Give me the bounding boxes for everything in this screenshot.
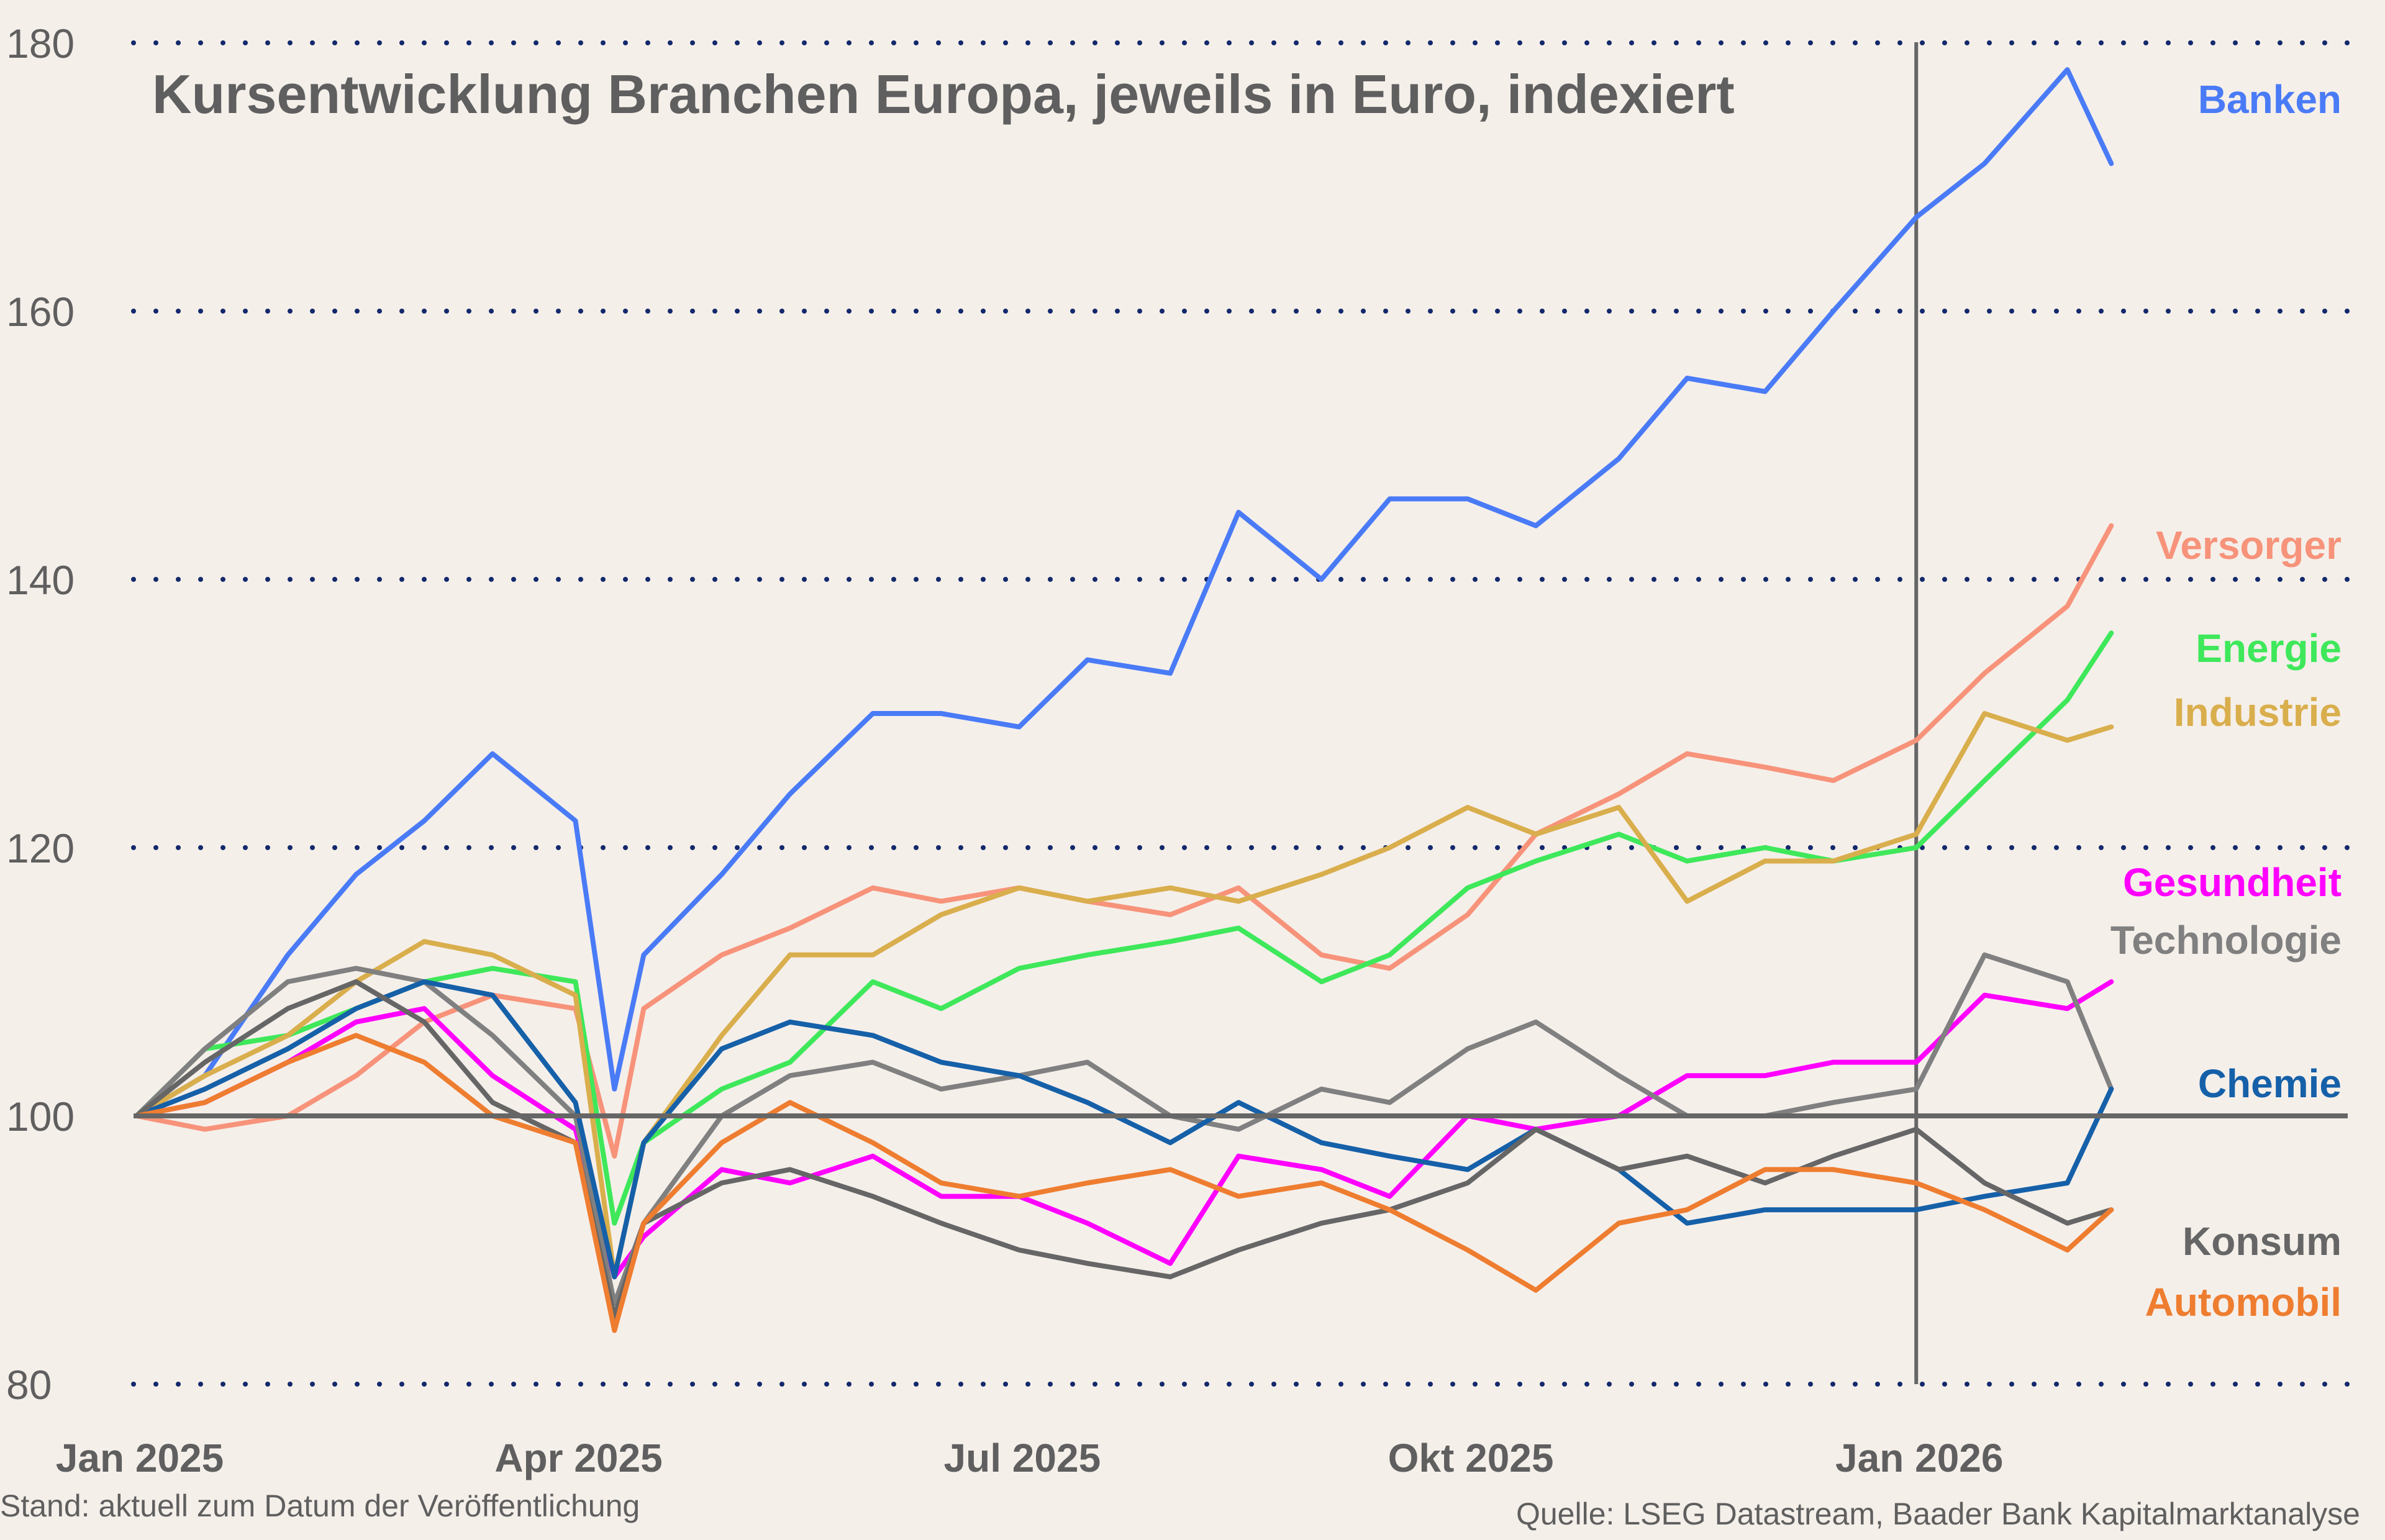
legend-label-automobil: Automobil	[2145, 1280, 2342, 1325]
legend-label-banken: Banken	[2198, 77, 2342, 122]
y-tick-label: 100	[6, 1094, 75, 1139]
legend-label-konsum: Konsum	[2183, 1219, 2342, 1264]
footer-note: Stand: aktuell zum Datum der Veröffentli…	[0, 1488, 640, 1523]
series-line-technologie	[134, 952, 2114, 1307]
legend-label-gesundheit: Gesundheit	[2123, 860, 2342, 905]
legend-label-chemie: Chemie	[2198, 1061, 2342, 1106]
y-tick-label: 180	[6, 20, 75, 66]
legend-label-versorger: Versorger	[2156, 523, 2342, 568]
series-line-chemie	[134, 979, 2114, 1280]
series-line-energie	[134, 630, 2114, 1226]
chart-title: Kursentwicklung Branchen Europa, jeweils…	[152, 63, 1735, 125]
y-tick-label: 140	[6, 557, 75, 603]
series-line-konsum	[134, 979, 2114, 1320]
series-line-gesundheit	[134, 979, 2114, 1280]
x-tick-label: Apr 2025	[494, 1436, 662, 1480]
footer-source: Quelle: LSEG Datastream, Baader Bank Kap…	[1516, 1497, 2360, 1531]
legend-label-technologie: Technologie	[2110, 918, 2342, 962]
series-line-banken	[134, 67, 2114, 1118]
x-tick-label: Okt 2025	[1388, 1436, 1554, 1480]
x-tick-label: Jul 2025	[944, 1436, 1101, 1480]
series-line-industrie	[134, 711, 2114, 1280]
series-line-automobil	[134, 1033, 2114, 1333]
y-tick-label: 120	[6, 825, 75, 871]
x-tick-label: Jan 2026	[1835, 1436, 2003, 1480]
legend-label-industrie: Industrie	[2174, 690, 2342, 735]
x-tick-label: Jan 2025	[56, 1436, 224, 1480]
series-line-versorger	[134, 523, 2114, 1159]
y-tick-label: 80	[6, 1362, 52, 1408]
y-tick-label: 160	[6, 289, 75, 335]
legend-label-energie: Energie	[2196, 626, 2342, 671]
